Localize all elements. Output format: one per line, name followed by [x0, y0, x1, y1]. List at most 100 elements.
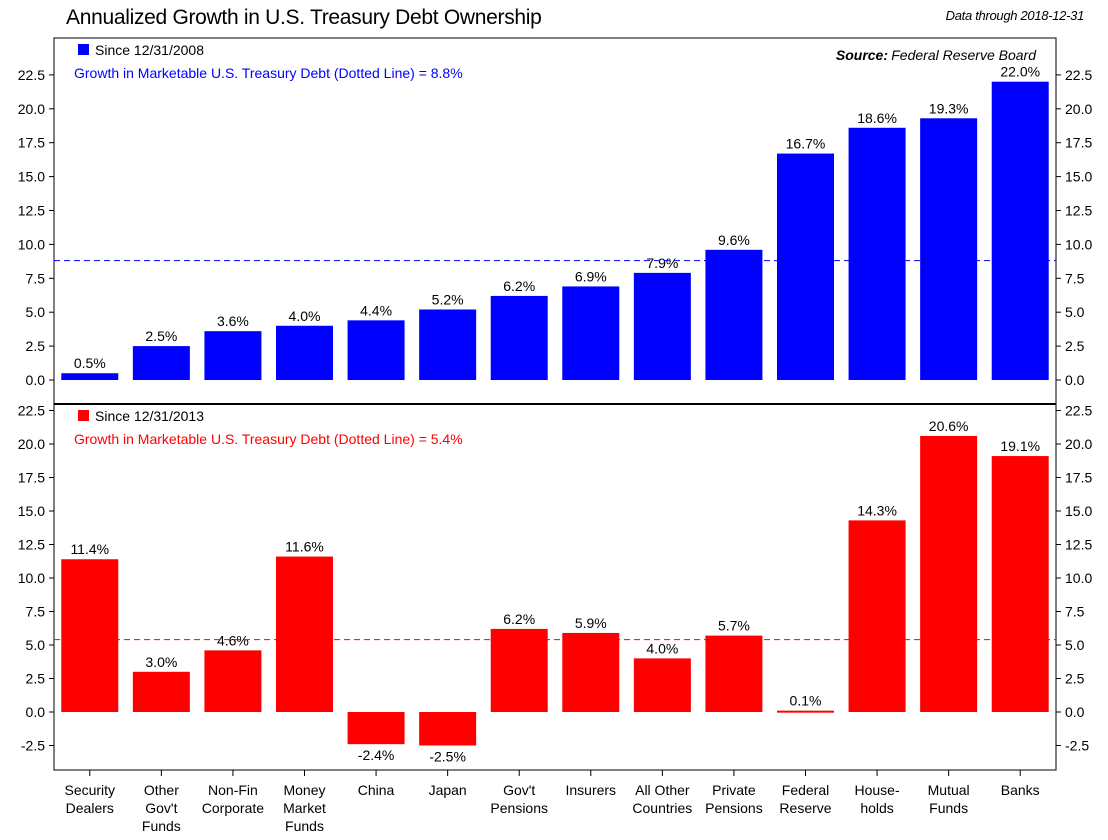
- x-category-label: Funds: [285, 818, 324, 834]
- bar: [204, 650, 262, 712]
- bar-value-label: 4.0%: [646, 640, 678, 656]
- bar: [777, 710, 834, 713]
- bar-value-label: 6.9%: [575, 268, 607, 284]
- y-tick-label-right: 10.0: [1065, 236, 1092, 252]
- bar-value-label: 22.0%: [1000, 64, 1040, 80]
- bar-value-label: 6.2%: [503, 278, 535, 294]
- bar-value-label: 18.6%: [857, 110, 897, 126]
- bar: [920, 435, 978, 712]
- y-tick-label-left: 22.5: [18, 403, 45, 419]
- bar-value-label: 4.6%: [217, 632, 249, 648]
- bar: [633, 658, 691, 712]
- x-category-label: Market: [283, 800, 326, 816]
- bar-value-label: 3.6%: [217, 313, 249, 329]
- y-tick-label-left: 0.0: [26, 704, 46, 720]
- legend-swatch: [78, 410, 89, 421]
- bar: [705, 635, 763, 712]
- y-tick-label-right: 0.0: [1065, 372, 1085, 388]
- bar-value-label: 20.6%: [929, 418, 969, 434]
- y-tick-label-right: 22.5: [1065, 403, 1092, 419]
- bar-value-label: 16.7%: [786, 136, 826, 152]
- y-tick-label-right: 15.0: [1065, 503, 1092, 519]
- x-category-label: Money: [283, 782, 325, 798]
- y-tick-label-right: 20.0: [1065, 101, 1092, 117]
- x-category-label: Pensions: [490, 800, 548, 816]
- bar: [848, 520, 906, 712]
- y-tick-label-left: 2.5: [26, 671, 46, 687]
- y-tick-label-right: 17.5: [1065, 470, 1092, 486]
- y-tick-label-left: 17.5: [18, 135, 45, 151]
- legend-label: Since 12/31/2008: [95, 42, 204, 58]
- y-tick-label-right: 5.0: [1065, 637, 1085, 653]
- bar-value-label: 14.3%: [857, 502, 897, 518]
- bar: [490, 295, 548, 380]
- y-tick-label-right: 10.0: [1065, 570, 1092, 586]
- x-category-label: Non-Fin: [208, 782, 258, 798]
- x-category-label: Dealers: [66, 800, 114, 816]
- x-category-label: Reserve: [779, 800, 831, 816]
- bar-value-label: 7.9%: [646, 255, 678, 271]
- x-category-label: Corporate: [202, 800, 264, 816]
- y-tick-label-left: 10.0: [18, 236, 45, 252]
- bar: [705, 249, 763, 380]
- y-tick-label-right: 12.5: [1065, 537, 1092, 553]
- legend-swatch: [78, 44, 89, 55]
- source-label: Source:: [836, 47, 888, 63]
- bar: [132, 346, 190, 380]
- bar: [61, 559, 119, 712]
- y-tick-label-right: -2.5: [1065, 738, 1089, 754]
- x-category-label: Private: [712, 782, 756, 798]
- reference-note: Growth in Marketable U.S. Treasury Debt …: [74, 65, 463, 81]
- bar-value-label: 9.6%: [718, 232, 750, 248]
- source-value: Federal Reserve Board: [891, 47, 1037, 63]
- y-tick-label-left: 0.0: [26, 372, 46, 388]
- bar: [848, 127, 906, 380]
- bar: [347, 712, 405, 745]
- bar-value-label: 19.1%: [1000, 438, 1040, 454]
- y-tick-label-right: 15.0: [1065, 169, 1092, 185]
- bar-value-label: 4.4%: [360, 302, 392, 318]
- y-tick-label-left: 7.5: [26, 270, 46, 286]
- x-category-label: China: [358, 782, 395, 798]
- legend-label: Since 12/31/2013: [95, 408, 204, 424]
- bar: [61, 373, 119, 380]
- bar-value-label: 2.5%: [145, 328, 177, 344]
- bar-value-label: 0.1%: [790, 693, 822, 709]
- bar: [562, 286, 620, 380]
- x-category-label: Gov't: [145, 800, 177, 816]
- x-category-label: Other: [144, 782, 179, 798]
- bar-value-label: 4.0%: [289, 308, 321, 324]
- bar: [347, 320, 405, 380]
- y-tick-label-right: 17.5: [1065, 135, 1092, 151]
- x-category-label: All Other: [635, 782, 690, 798]
- x-category-label: Funds: [929, 800, 968, 816]
- y-tick-label-left: 20.0: [18, 101, 45, 117]
- y-tick-label-left: 15.0: [18, 503, 45, 519]
- bar-value-label: 5.9%: [575, 615, 607, 631]
- bar-value-label: -2.4%: [358, 747, 395, 763]
- x-category-label: Federal: [782, 782, 829, 798]
- x-category-label: Countries: [632, 800, 692, 816]
- bar-value-label: 19.3%: [929, 100, 969, 116]
- y-tick-label-left: 12.5: [18, 203, 45, 219]
- y-tick-label-right: 2.5: [1065, 338, 1085, 354]
- bar: [777, 153, 834, 380]
- y-tick-label-left: 5.0: [26, 304, 46, 320]
- bar-value-label: 3.0%: [145, 654, 177, 670]
- x-category-label: Funds: [142, 818, 181, 834]
- y-tick-label-left: 7.5: [26, 604, 46, 620]
- bar-value-label: 5.7%: [718, 618, 750, 634]
- x-category-label: holds: [860, 800, 893, 816]
- data-date-note: Data through 2018-12-31: [945, 8, 1085, 23]
- y-tick-label-right: 7.5: [1065, 270, 1085, 286]
- y-tick-label-right: 22.5: [1065, 67, 1092, 83]
- bar: [419, 712, 477, 746]
- x-category-label: House-: [855, 782, 900, 798]
- y-tick-label-right: 2.5: [1065, 671, 1085, 687]
- reference-note: Growth in Marketable U.S. Treasury Debt …: [74, 431, 463, 447]
- chart-title: Annualized Growth in U.S. Treasury Debt …: [66, 6, 542, 29]
- x-category-label: Pensions: [705, 800, 763, 816]
- y-tick-label-right: 0.0: [1065, 704, 1085, 720]
- y-tick-label-right: 20.0: [1065, 436, 1092, 452]
- y-tick-label-right: 5.0: [1065, 304, 1085, 320]
